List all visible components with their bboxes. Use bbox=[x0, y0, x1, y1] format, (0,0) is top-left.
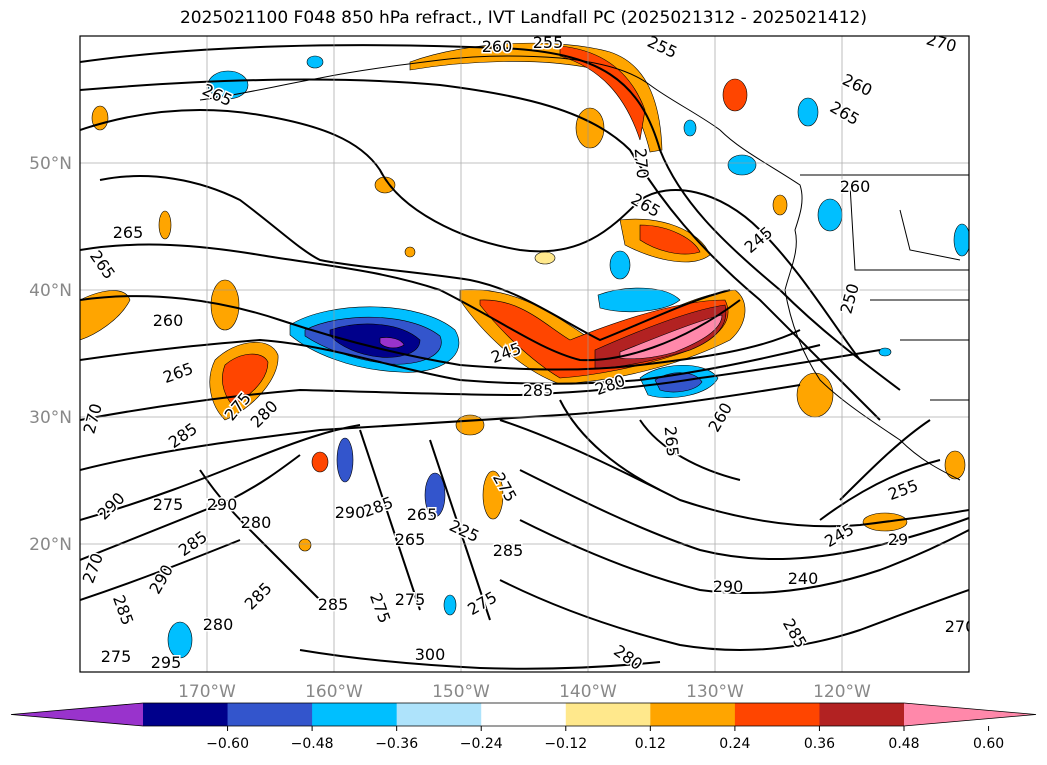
colorbar-extend-min bbox=[11, 703, 143, 726]
refractivity-contours bbox=[80, 44, 969, 670]
contour-label-halo: 280 bbox=[241, 513, 272, 532]
contour-label: 255 bbox=[533, 33, 564, 52]
colorbar-tick-label: 0.60 bbox=[973, 736, 1004, 752]
contour-label: 290 bbox=[207, 495, 238, 514]
contour-label: 300 bbox=[415, 645, 446, 664]
contour-label: 275 bbox=[101, 647, 132, 666]
contour-label: 275 bbox=[153, 495, 184, 514]
contour-label-halo: 300 bbox=[415, 645, 446, 664]
contour-label: 265 bbox=[661, 425, 683, 457]
colorbar-tick-label: 0.48 bbox=[888, 736, 919, 752]
lat-tick-label: 20°N bbox=[29, 535, 72, 555]
colorbar-segment bbox=[819, 703, 905, 726]
contour-label-halo: 29 bbox=[888, 530, 908, 549]
contour-label: 260 bbox=[840, 177, 871, 196]
contour-label: 265 bbox=[407, 505, 438, 524]
colorbar-segment bbox=[396, 703, 482, 726]
lon-tick-label: 160°W bbox=[305, 682, 363, 702]
lon-axis: 170°W 160°W 150°W 140°W 130°W 120°W bbox=[178, 682, 871, 702]
coastline-layer bbox=[199, 55, 969, 481]
lon-tick-label: 150°W bbox=[432, 682, 490, 702]
contour-label: 275 bbox=[395, 590, 426, 609]
contour-label: 260 bbox=[482, 37, 513, 56]
contour-label: 280 bbox=[203, 615, 234, 634]
contour-label: 290 bbox=[713, 577, 744, 596]
contour-label-halo: 265 bbox=[407, 505, 438, 524]
contour-label-halo: 280 bbox=[203, 615, 234, 634]
colorbar-segment bbox=[734, 703, 820, 726]
contour-label-halo: 275 bbox=[101, 647, 132, 666]
contour-label-halo: 295 bbox=[151, 653, 182, 672]
colorbar-tick-label: −0.60 bbox=[206, 736, 249, 752]
lon-tick-label: 120°W bbox=[813, 682, 871, 702]
contour-label-halo: 265 bbox=[113, 223, 144, 242]
colorbar-tick-label: 0.24 bbox=[719, 736, 750, 752]
contour-label: 270 bbox=[945, 617, 976, 636]
map-frame bbox=[79, 35, 970, 673]
contour-label: 280 bbox=[241, 513, 272, 532]
contour-label-halo: 290 bbox=[335, 503, 366, 522]
contour-label-halo: 270 bbox=[945, 617, 976, 636]
contour-label-halo: 260 bbox=[482, 37, 513, 56]
contour-label-halo: 285 bbox=[318, 595, 349, 614]
colorbar-segment bbox=[650, 703, 736, 726]
colorbar-tick-label: −0.36 bbox=[375, 736, 418, 752]
colorbar: −0.60 −0.48 −0.36 −0.24 −0.12 0.12 0.24 0.36 0.4… bbox=[10, 702, 1037, 752]
map-title: 2025021100 F048 850 hPa refract., IVT La… bbox=[179, 8, 867, 28]
colorbar-segment bbox=[312, 703, 398, 726]
contour-label-halo: 285 bbox=[493, 541, 524, 560]
contour-label-halo: 290 bbox=[207, 495, 238, 514]
colorbar-extend-max bbox=[904, 703, 1036, 726]
contour-label: 265 bbox=[395, 530, 426, 549]
contour-label-halo: 255 bbox=[533, 33, 564, 52]
contour-label-halo: 270 bbox=[631, 147, 653, 179]
contour-label-halo: 275 bbox=[153, 495, 184, 514]
contour-label-halo: 275 bbox=[395, 590, 426, 609]
colorbar-segment bbox=[227, 703, 313, 726]
colorbar-segment bbox=[565, 703, 651, 726]
colorbar-tick-label: 0.12 bbox=[635, 736, 666, 752]
contour-label-halo: 265 bbox=[395, 530, 426, 549]
lat-tick-label: 50°N bbox=[29, 154, 72, 174]
contour-label: 285 bbox=[523, 381, 554, 400]
contour-label-halo: 265 bbox=[661, 425, 683, 457]
contour-label-halo: 260 bbox=[153, 311, 184, 330]
contour-label-halo: 240 bbox=[788, 569, 819, 588]
contour-label: 285 bbox=[318, 595, 349, 614]
shaded-anomaly-layer bbox=[80, 42, 969, 659]
contour-label: 265 bbox=[113, 223, 144, 242]
lat-axis: 50°N 40°N 30°N 20°N bbox=[29, 154, 72, 555]
colorbar-tick-label: 0.36 bbox=[804, 736, 835, 752]
lon-tick-label: 140°W bbox=[559, 682, 617, 702]
contour-label-halo: 290 bbox=[713, 577, 744, 596]
colorbar-segment bbox=[481, 703, 567, 726]
colorbar-tick-label: −0.48 bbox=[291, 736, 334, 752]
lat-tick-label: 40°N bbox=[29, 281, 72, 301]
contour-label-halo: 260 bbox=[840, 177, 871, 196]
contour-label: 285 bbox=[493, 541, 524, 560]
lon-tick-label: 170°W bbox=[178, 682, 236, 702]
contour-label: 290 bbox=[335, 503, 366, 522]
colorbar-tick-label: −0.12 bbox=[544, 736, 587, 752]
lat-tick-label: 30°N bbox=[29, 408, 72, 428]
lon-tick-label: 130°W bbox=[686, 682, 744, 702]
colorbar-segment bbox=[143, 703, 229, 726]
gridlines bbox=[80, 36, 969, 672]
contour-label: 260 bbox=[153, 311, 184, 330]
colorbar-outline bbox=[10, 702, 1037, 727]
contour-label: 295 bbox=[151, 653, 182, 672]
contour-label: 270 bbox=[631, 147, 653, 179]
colorbar-tick-label: −0.24 bbox=[460, 736, 503, 752]
contour-label: 29 bbox=[888, 530, 908, 549]
contour-label: 240 bbox=[788, 569, 819, 588]
contour-label-halo: 285 bbox=[523, 381, 554, 400]
